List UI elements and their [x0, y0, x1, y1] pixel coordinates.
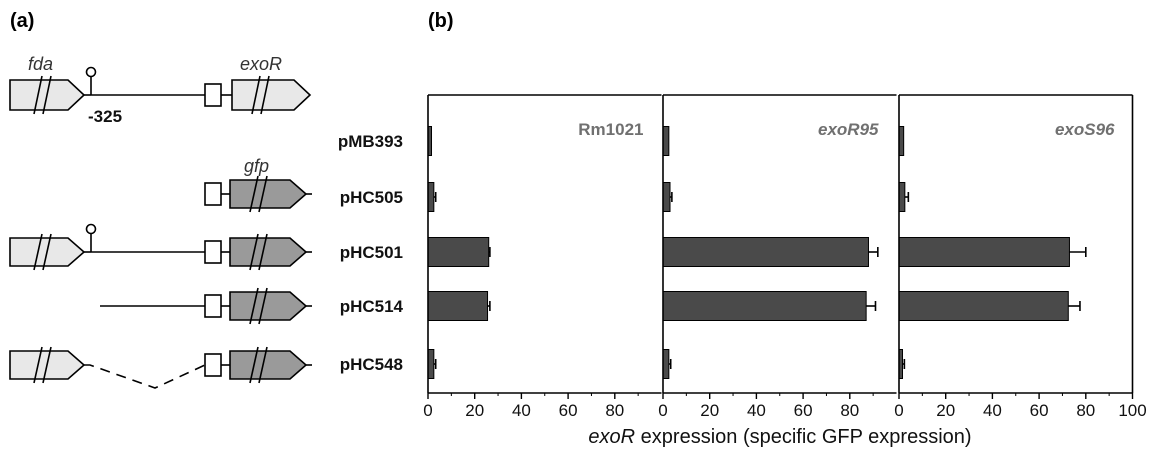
bar	[662, 182, 671, 212]
bar	[427, 182, 435, 212]
panel-b-label: (b)	[428, 10, 454, 32]
native-locus	[9, 66, 312, 115]
gfp-gene-shape	[229, 237, 308, 267]
category-label: pHC501	[340, 243, 403, 262]
facet-title: Rm1021	[578, 120, 643, 139]
construct-pHC514	[100, 287, 312, 325]
panel-a-label: (a)	[10, 10, 34, 32]
fda-label: fda	[28, 54, 53, 74]
gfp-gene-shape	[229, 291, 308, 321]
break-mark	[42, 75, 52, 115]
category-label: pHC505	[340, 188, 403, 207]
x-tick-label: 0	[658, 401, 667, 420]
facet-title: exoS96	[1055, 120, 1115, 139]
construct-pHC501	[9, 223, 312, 271]
facet-exoR95: 0 20 40 60 80 exoR95	[658, 94, 897, 420]
promoter-box	[204, 182, 222, 206]
x-tick-label: 40	[512, 401, 531, 420]
x-tick-label: 20	[700, 401, 719, 420]
category-label: pHC514	[340, 297, 404, 316]
promoter-box	[204, 353, 222, 377]
position-label: -325	[88, 107, 122, 126]
promoter-box	[204, 240, 222, 264]
chart-facets: 0 20 40 60 80 Rm1021 0 20 40 60 80 exoR95 0 20 40 60 80 1…	[423, 94, 1147, 420]
gfp-gene-shape	[229, 350, 308, 380]
category-label: pMB393	[338, 132, 403, 151]
deletion-line	[84, 364, 206, 389]
x-axis-title-rest: expression (specific GFP expression)	[635, 426, 971, 448]
terminator-hairpin-icon	[85, 66, 97, 95]
facet-exoS96: 0 20 40 60 80 100 exoS96	[894, 94, 1147, 420]
category-labels: pMB393 pHC505 pHC501 pHC514 pHC548	[338, 132, 404, 374]
x-tick-label: 80	[840, 401, 859, 420]
promoter-box	[204, 83, 222, 107]
x-axis-title: exoR expression (specific GFP expression…	[588, 426, 971, 448]
x-tick-label: 80	[605, 401, 624, 420]
construct-pHC505: gfp	[204, 156, 312, 213]
bar	[427, 349, 435, 379]
x-axis-title-italic: exoR	[588, 426, 635, 448]
x-tick-label: 20	[936, 401, 955, 420]
x-tick-label: 40	[983, 401, 1002, 420]
facet-Rm1021: 0 20 40 60 80 Rm1021	[423, 94, 662, 420]
x-tick-label: 0	[423, 401, 432, 420]
bar	[427, 237, 490, 267]
x-tick-label: 40	[747, 401, 766, 420]
bar	[662, 237, 869, 267]
category-label: pHC548	[340, 355, 403, 374]
x-tick-label: 20	[465, 401, 484, 420]
facet-title: exoR95	[818, 120, 879, 139]
construct-diagram: fda exoR -325 gfp	[9, 54, 312, 389]
gfp-gene-shape	[229, 179, 308, 209]
break-mark	[33, 75, 43, 115]
gfp-label: gfp	[244, 156, 269, 176]
x-tick-label: 60	[794, 401, 813, 420]
bar	[662, 126, 670, 156]
bar	[662, 349, 670, 379]
terminator-hairpin-icon	[85, 223, 97, 252]
exoR-label: exoR	[240, 54, 282, 74]
promoter-box	[204, 294, 222, 318]
bar	[898, 291, 1069, 321]
bar	[898, 237, 1070, 267]
x-tick-label: 0	[894, 401, 903, 420]
construct-pHC548	[9, 346, 312, 389]
x-tick-label: 80	[1076, 401, 1095, 420]
x-tick-label: 60	[559, 401, 578, 420]
bar	[898, 182, 906, 212]
bar	[662, 291, 867, 321]
x-tick-label: 60	[1030, 401, 1049, 420]
break-mark	[260, 75, 270, 115]
x-tick-label: 100	[1118, 401, 1146, 420]
bar	[427, 291, 489, 321]
exoR-gene-shape	[231, 79, 312, 111]
break-mark	[251, 75, 261, 115]
